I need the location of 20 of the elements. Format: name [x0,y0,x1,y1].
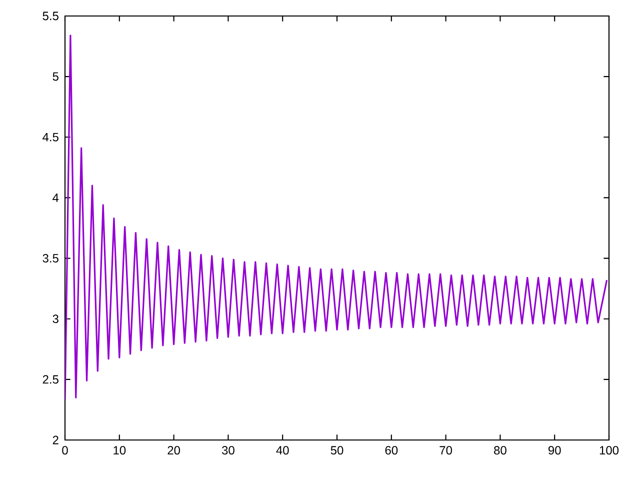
x-tick-label: 20 [168,446,180,455]
x-tick-label: 90 [548,446,561,455]
x-tick-label: 60 [385,446,398,455]
x-tick-label: 70 [440,446,452,455]
y-tick-label: 4.5 [42,132,58,142]
y-tick-label: 3 [52,314,58,324]
y-tick-label: 2.5 [42,375,58,384]
x-tick-label: 100 [600,446,619,455]
x-tick-label: 0 [62,446,68,455]
y-tick-label: 4 [52,194,59,202]
x-tick-label: 30 [222,446,234,455]
y-tick-label: 3.5 [42,254,58,263]
y-tick-label: 5 [52,72,58,81]
line-series [65,34,608,401]
y-tick-label: 5.5 [42,12,58,20]
x-tick-label: 80 [494,446,506,455]
x-tick-label: 10 [114,446,126,455]
x-tick-label: 40 [276,446,289,455]
x-tick-label: 50 [330,446,344,455]
y-tick-label: 2 [52,436,58,444]
